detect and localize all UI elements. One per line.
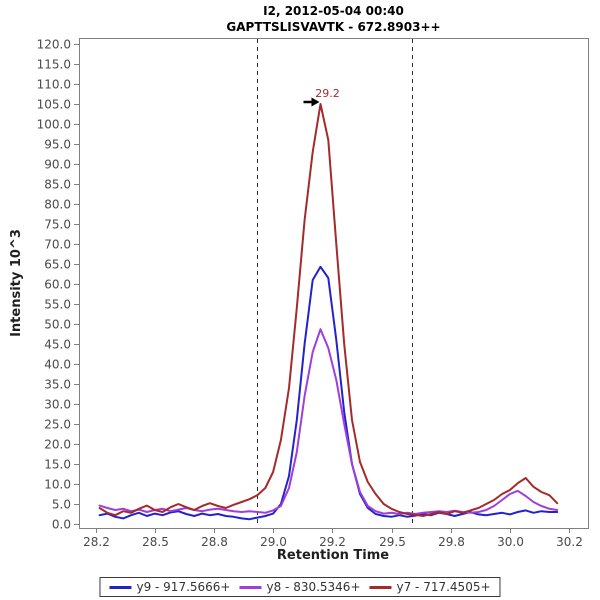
x-tick-label: 29.5 — [379, 535, 406, 549]
y-tick-label: 30.0 — [44, 398, 71, 412]
x-tick-label: 28.2 — [83, 535, 110, 549]
series-line-y8[interactable] — [98, 328, 559, 515]
y-tick-label: 70.0 — [44, 238, 71, 252]
x-axis-title: Retention Time — [277, 548, 389, 563]
y-tick-label: 60.0 — [44, 278, 71, 292]
peak-rt-annotation[interactable]: 29.2 — [315, 87, 340, 100]
y-tick-label: 15.0 — [44, 458, 71, 472]
y-tick-label: 120.0 — [37, 38, 71, 52]
y-tick-label: 5.0 — [52, 498, 71, 512]
y-tick-label: 115.0 — [37, 58, 71, 72]
y-tick-label: 55.0 — [44, 298, 71, 312]
y-tick-label: 40.0 — [44, 358, 71, 372]
y-tick-label: 90.0 — [44, 158, 71, 172]
legend-series-swatch — [369, 585, 392, 589]
x-tick-label: 28.5 — [142, 535, 169, 549]
legend-series-label: y8 - 830.5346+ — [266, 580, 361, 594]
legend-series-label: y7 - 717.4505+ — [396, 580, 491, 594]
y-tick-label: 110.0 — [37, 78, 71, 92]
x-tick-label: 30.2 — [556, 535, 583, 549]
legend-series-swatch — [239, 585, 262, 589]
y-tick-label: 0.0 — [52, 518, 71, 532]
x-tick-label: 29.0 — [260, 535, 287, 549]
legend-series-label: y9 - 917.5666+ — [136, 580, 231, 594]
y-tick-label: 50.0 — [44, 318, 71, 332]
chart-title-replicate: I2, 2012-05-04 00:40 — [263, 4, 404, 18]
plot-border — [79, 38, 589, 529]
peak-annotation-arrowhead — [311, 97, 320, 107]
series-line-y7[interactable] — [98, 103, 559, 517]
y-tick-label: 35.0 — [44, 378, 71, 392]
y-tick-label: 45.0 — [44, 338, 71, 352]
legend: y9 - 917.5666+ y8 - 830.5346+ y7 - 717.4… — [99, 577, 501, 597]
y-tick-label: 80.0 — [44, 198, 71, 212]
chart-title-peptide: GAPTTSLISVAVTK - 672.8903++ — [226, 20, 441, 34]
x-tick-label: 30.0 — [497, 535, 524, 549]
y-tick-label: 20.0 — [44, 438, 71, 452]
x-tick-label: 29.8 — [438, 535, 465, 549]
y-tick-label: 75.0 — [44, 218, 71, 232]
legend-item: y7 - 717.4505+ — [369, 580, 491, 594]
legend-item: y9 - 917.5666+ — [109, 580, 230, 594]
y-tick-label: 95.0 — [44, 138, 71, 152]
legend-item: y8 - 830.5346+ — [239, 580, 361, 594]
legend-series-swatch — [109, 585, 132, 589]
series-line-y9[interactable] — [98, 265, 559, 521]
chromatogram-plot[interactable]: Intensity 10^3 Retention Time 0.0 5.0 10.0… — [0, 0, 600, 572]
x-tick-label: 28.8 — [201, 535, 228, 549]
x-tick-label: 29.2 — [319, 535, 346, 549]
y-tick-label: 65.0 — [44, 258, 71, 272]
y-tick-label: 100.0 — [37, 118, 71, 132]
chart-title: I2, 2012-05-04 00:40 GAPTTSLISVAVTK - 67… — [79, 3, 588, 35]
y-tick-label: 105.0 — [37, 98, 71, 112]
y-tick-label: 10.0 — [44, 478, 71, 492]
y-tick-label: 25.0 — [44, 418, 71, 432]
y-tick-label: 85.0 — [44, 178, 71, 192]
y-axis-title: Intensity 10^3 — [9, 229, 24, 337]
